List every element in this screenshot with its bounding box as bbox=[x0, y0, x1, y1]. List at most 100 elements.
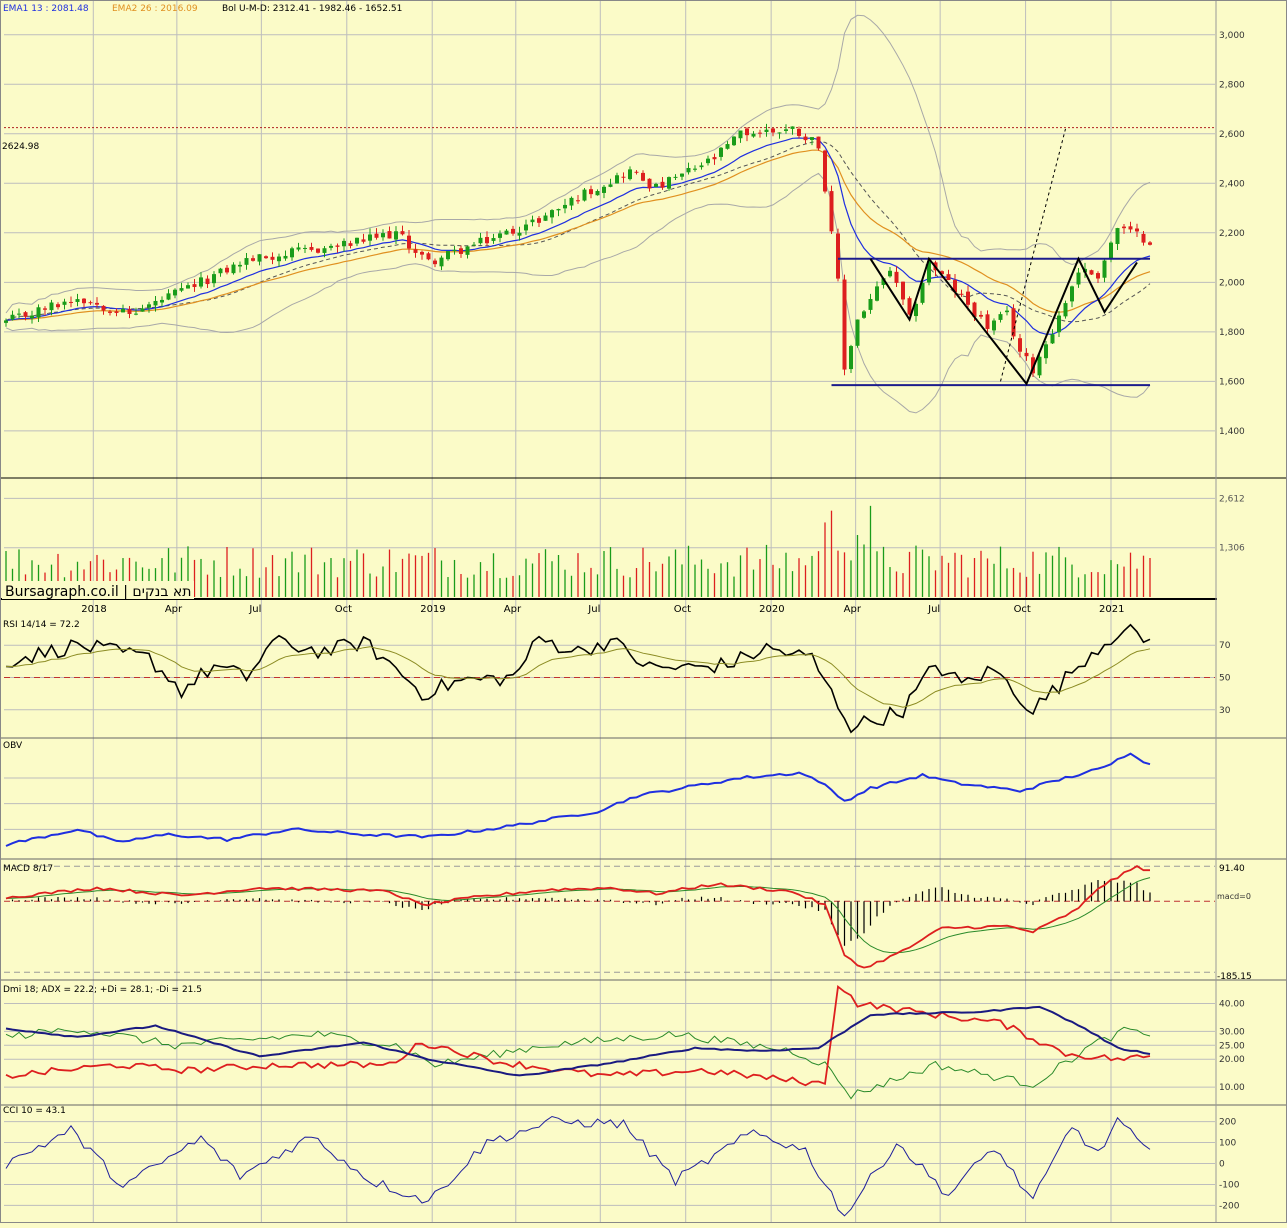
candle-body bbox=[641, 172, 645, 181]
candle-body bbox=[82, 298, 86, 304]
x-tick-label: Jul bbox=[248, 604, 261, 615]
dmi-tick-label: 25.00 bbox=[1219, 1041, 1245, 1051]
cci-label: CCI 10 = 43.1 bbox=[3, 1106, 66, 1116]
price-tick-label: 1,400 bbox=[1219, 427, 1245, 437]
candle-body bbox=[797, 128, 801, 136]
candle-body bbox=[1031, 357, 1035, 374]
price-tick-label: 1,800 bbox=[1219, 328, 1245, 338]
legend-ema2: EMA2 26 : 2016.09 bbox=[112, 4, 198, 14]
obv-panel bbox=[5, 752, 1151, 847]
cci-line bbox=[5, 1115, 1151, 1217]
candle-body bbox=[43, 308, 47, 310]
candle-body bbox=[381, 233, 385, 238]
candle-body bbox=[322, 248, 327, 253]
candle-body bbox=[595, 191, 600, 196]
candle-body bbox=[1037, 356, 1042, 376]
candle-body bbox=[537, 218, 541, 223]
candle-body bbox=[1148, 242, 1152, 245]
candle-body bbox=[23, 312, 28, 317]
candle-body bbox=[985, 314, 990, 329]
candle-body bbox=[140, 308, 145, 312]
candle-body bbox=[192, 284, 197, 288]
candle-body bbox=[296, 247, 301, 250]
candle-body bbox=[966, 291, 970, 305]
candle-body bbox=[1115, 228, 1120, 244]
candle-body bbox=[134, 313, 138, 315]
candle-body bbox=[1102, 260, 1107, 278]
candle-body bbox=[69, 301, 73, 303]
candle-body bbox=[413, 249, 418, 253]
candle-body bbox=[264, 256, 268, 259]
candle-body bbox=[927, 261, 931, 283]
watermark-box bbox=[2, 581, 194, 599]
candle-body bbox=[316, 248, 320, 253]
candle-body bbox=[160, 299, 164, 303]
candle-body bbox=[153, 300, 158, 306]
price-tick-label: 2,000 bbox=[1219, 278, 1245, 288]
ema2-line bbox=[5, 149, 1151, 321]
price-tick-label: 2,800 bbox=[1219, 80, 1245, 90]
x-tick-label: 2018 bbox=[81, 604, 106, 615]
candle-body bbox=[56, 304, 60, 308]
candle-body bbox=[283, 255, 288, 259]
adx-line bbox=[5, 1005, 1151, 1077]
candle-body bbox=[946, 274, 951, 281]
x-tick-label: Apr bbox=[844, 604, 862, 615]
candle-body bbox=[36, 307, 41, 318]
candle-body bbox=[30, 315, 34, 319]
candle-body bbox=[647, 178, 652, 189]
candle-body bbox=[439, 257, 444, 267]
candle-body bbox=[205, 278, 210, 285]
candle-body bbox=[842, 279, 847, 370]
cci-panel bbox=[5, 1115, 1151, 1217]
candle-body bbox=[582, 189, 587, 201]
candle-body bbox=[1109, 242, 1113, 259]
candle-body bbox=[10, 314, 15, 320]
macd-lower-label: -185.15 bbox=[1217, 972, 1252, 982]
candle-body bbox=[1076, 272, 1081, 285]
candle-body bbox=[628, 169, 632, 180]
candle-body bbox=[491, 238, 496, 241]
candle-body bbox=[849, 346, 853, 370]
volume-tick-label: 1,306 bbox=[1219, 544, 1245, 554]
cci-tick-label: -100 bbox=[1219, 1180, 1240, 1190]
x-tick-label: Oct bbox=[335, 604, 352, 615]
candle-body bbox=[1122, 226, 1126, 229]
candle-body bbox=[816, 136, 821, 149]
x-tick-label: 2021 bbox=[1099, 604, 1124, 615]
dmi-tick-label: 40.00 bbox=[1219, 1000, 1245, 1010]
dmi-tick-label: 20.00 bbox=[1219, 1055, 1245, 1065]
candle-body bbox=[875, 286, 879, 301]
candle-body bbox=[784, 129, 788, 131]
candle-body bbox=[855, 319, 860, 346]
candle-body bbox=[998, 314, 1003, 320]
candle-body bbox=[732, 136, 736, 146]
rsi-line bbox=[5, 623, 1151, 734]
candle-body bbox=[1018, 338, 1022, 352]
candle-body bbox=[452, 249, 457, 252]
candle-body bbox=[433, 260, 437, 265]
obv-label: OBV bbox=[3, 741, 23, 751]
candle-body bbox=[309, 247, 314, 250]
candle-body bbox=[1128, 226, 1133, 230]
candle-body bbox=[881, 278, 886, 285]
bollinger-upper-line bbox=[5, 14, 1151, 314]
price-tick-label: 2,600 bbox=[1219, 130, 1245, 140]
candle-body bbox=[212, 274, 216, 284]
candle-body bbox=[745, 128, 749, 136]
candle-body bbox=[563, 204, 567, 209]
candle-body bbox=[121, 308, 125, 313]
candle-body bbox=[166, 293, 171, 300]
candle-body bbox=[1063, 303, 1068, 317]
candle-body bbox=[251, 258, 255, 261]
dmi-label: Dmi 18; ADX = 22.2; +Di = 28.1; -Di = 21… bbox=[3, 985, 202, 995]
candle-body bbox=[920, 282, 925, 303]
candle-body bbox=[498, 233, 502, 238]
bollinger-lower-line bbox=[5, 172, 1151, 414]
x-tick-label: 2019 bbox=[420, 604, 445, 615]
candle-body bbox=[101, 305, 106, 311]
candle-body bbox=[712, 157, 717, 160]
candle-body bbox=[4, 320, 8, 323]
